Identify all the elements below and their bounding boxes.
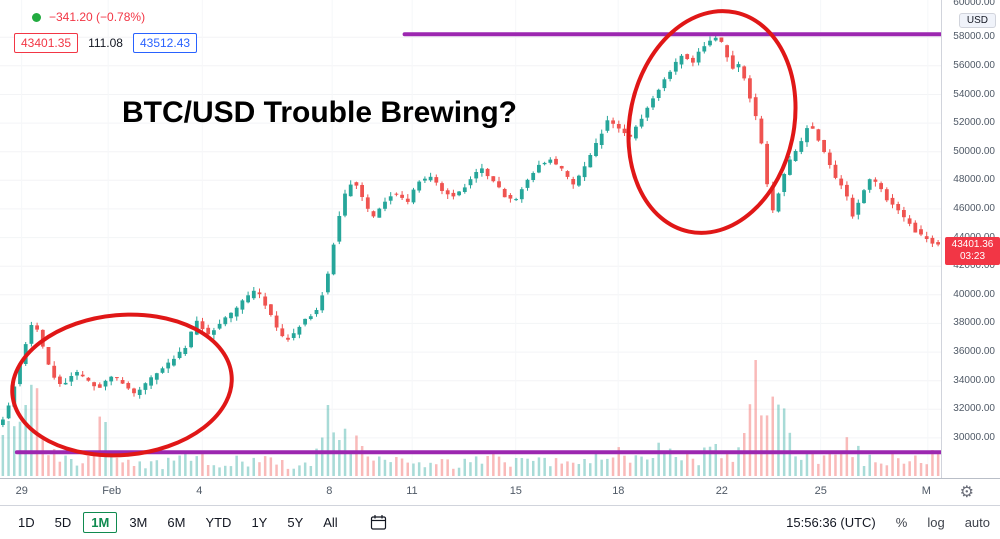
- time-axis-label: 25: [814, 485, 827, 497]
- price-axis-label: 40000.00: [953, 288, 995, 300]
- bottom-toolbar: 1D 5D 1M 3M 6M YTD 1Y 5Y All 15:56:36 (UTC) % lo…: [0, 505, 1000, 539]
- currency-badge: USD: [958, 13, 996, 28]
- chart-area[interactable]: −341.20 (−0.78%) 43401.35 111.08 43512.4…: [0, 0, 941, 478]
- text-drawing-annotation[interactable]: BTC/USD Trouble Brewing?: [122, 96, 518, 129]
- time-axis-label: 29: [15, 485, 28, 497]
- price-axis-label: 54000.00: [953, 88, 995, 100]
- price-axis-label: 50000.00: [953, 145, 995, 157]
- chart-settings-gear-icon[interactable]: ⚙: [959, 484, 974, 501]
- log-scale-toggle[interactable]: log: [927, 515, 945, 530]
- price-axis-top-label: 60000.00: [953, 0, 995, 8]
- go-to-date-button[interactable]: [368, 512, 389, 533]
- range-button-ytd[interactable]: YTD: [197, 512, 239, 533]
- toolbar-right-group: 15:56:36 (UTC) % log auto: [786, 515, 990, 530]
- bid-price-box[interactable]: 43401.35: [14, 33, 79, 53]
- price-axis-label: 46000.00: [953, 202, 995, 214]
- price-axis-label: 30000.00: [953, 431, 995, 443]
- range-button-all[interactable]: All: [315, 512, 345, 533]
- time-axis-label: 18: [612, 485, 625, 497]
- price-axis-label: 52000.00: [953, 117, 995, 129]
- price-axis-label: 42000.00: [953, 260, 995, 272]
- price-chart-canvas[interactable]: [0, 0, 941, 478]
- range-button-3m[interactable]: 3M: [121, 512, 155, 533]
- time-axis-label: 8: [326, 485, 333, 497]
- price-axis-label: 56000.00: [953, 59, 995, 71]
- last-price-value: 43401.36: [951, 239, 994, 251]
- bid-ask-row: 43401.35 111.08 43512.43: [14, 33, 198, 53]
- range-button-5d[interactable]: 5D: [47, 512, 80, 533]
- session-clock[interactable]: 15:56:36 (UTC): [786, 515, 876, 530]
- last-price-tag: 43401.36 03:23: [945, 237, 1000, 266]
- time-axis[interactable]: ⚙ 29 Feb 4 8 11 15 18 22 25 M: [0, 478, 1000, 506]
- calendar-icon: [370, 515, 386, 530]
- ask-price-box[interactable]: 43512.43: [132, 33, 198, 53]
- symbol-legend: −341.20 (−0.78%) 43401.35 111.08 43512.4…: [14, 8, 198, 53]
- time-axis-label: Feb: [102, 485, 122, 497]
- range-button-6m[interactable]: 6M: [159, 512, 193, 533]
- spread-value: 111.08: [88, 36, 123, 50]
- price-change-text: −341.20 (−0.78%): [49, 10, 146, 24]
- time-axis-label: M: [921, 485, 931, 497]
- quote-change-row: −341.20 (−0.78%): [32, 8, 197, 26]
- price-axis-label: 34000.00: [953, 374, 995, 386]
- price-axis-label: 48000.00: [953, 174, 995, 186]
- range-button-1y[interactable]: 1Y: [243, 512, 275, 533]
- time-axis-label: 22: [715, 485, 728, 497]
- market-status-dot: [32, 12, 41, 22]
- range-button-1m[interactable]: 1M: [83, 512, 118, 533]
- price-axis-label: 58000.00: [953, 31, 995, 43]
- time-axis-label: 11: [406, 485, 418, 497]
- range-button-1d[interactable]: 1D: [10, 512, 43, 533]
- auto-scale-toggle[interactable]: auto: [964, 515, 990, 530]
- time-axis-label: 4: [196, 485, 203, 497]
- range-button-5y[interactable]: 5Y: [279, 512, 311, 533]
- percent-scale-toggle[interactable]: %: [895, 515, 908, 530]
- bar-countdown: 03:23: [959, 251, 986, 263]
- price-axis[interactable]: 60000.00 USD 43401.36 03:23 58000.00 5600…: [941, 0, 1000, 478]
- time-axis-label: 15: [509, 485, 522, 497]
- price-axis-label: 38000.00: [953, 317, 995, 329]
- price-axis-label: 36000.00: [953, 346, 995, 358]
- price-axis-label: 32000.00: [953, 403, 995, 415]
- range-buttons: 1D 5D 1M 3M 6M YTD 1Y 5Y All: [10, 512, 346, 533]
